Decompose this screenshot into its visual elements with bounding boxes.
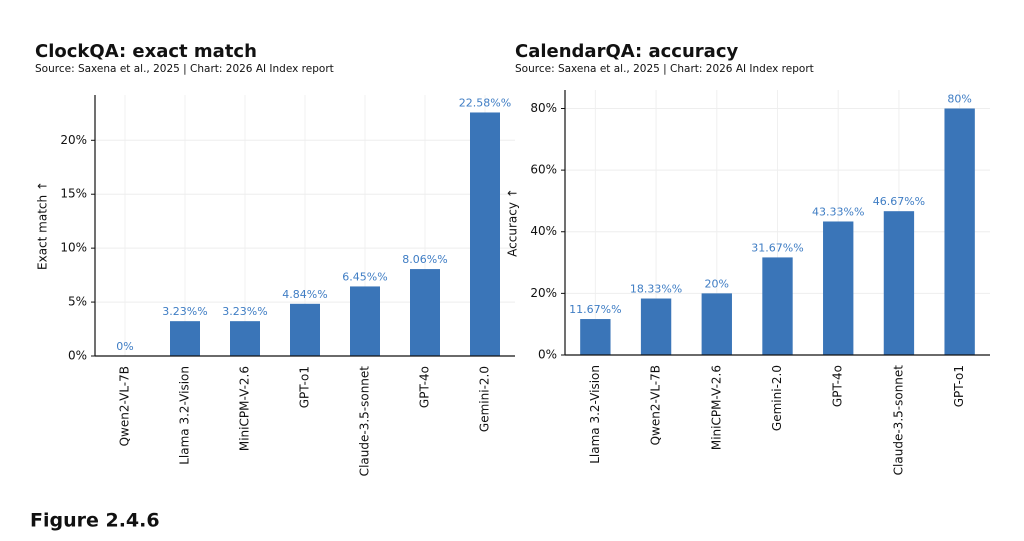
value-label: 11.67%% [569, 303, 621, 316]
value-label: 18.33%% [630, 283, 682, 296]
x-tick-label: Qwen2-VL-7B [118, 366, 132, 446]
bar [701, 293, 732, 355]
x-tick-label: Claude-3.5-sonnet [891, 365, 905, 476]
y-tick-label: 20% [60, 133, 87, 147]
x-tick-label: Llama 3.2-Vision [588, 365, 602, 464]
y-tick-label: 5% [68, 295, 87, 309]
y-tick-label: 40% [530, 224, 557, 238]
x-tick-label: Claude-3.5-sonnet [358, 366, 372, 477]
x-tick-label: MiniCPM-V-2.6 [709, 365, 723, 450]
bar [640, 298, 672, 355]
chart-subtitle: Source: Saxena et al., 2025 | Chart: 202… [515, 63, 814, 75]
value-label: 0% [116, 340, 133, 353]
chart-title: CalendarQA: accuracy [515, 41, 738, 62]
y-tick-label: 10% [60, 241, 87, 255]
value-label: 22.58%% [459, 96, 511, 109]
bar [823, 221, 854, 355]
chart-subtitle: Source: Saxena et al., 2025 | Chart: 202… [35, 63, 334, 75]
value-label: 8.06%% [402, 253, 447, 266]
y-tick-label: 20% [530, 286, 557, 300]
value-label: 31.67%% [751, 241, 803, 254]
x-tick-label: GPT-o1 [952, 365, 966, 407]
value-label: 80% [947, 92, 971, 105]
bar [290, 303, 320, 356]
x-tick-label: GPT-4o [831, 365, 845, 407]
bar [230, 321, 260, 356]
bar [470, 112, 500, 357]
bar [883, 211, 915, 355]
value-label: 46.67%% [873, 195, 925, 208]
value-label: 6.45%% [342, 270, 387, 283]
figure-caption: Figure 2.4.6 [30, 510, 160, 532]
x-tick-label: Qwen2-VL-7B [649, 365, 663, 445]
y-axis-label: Accuracy ↑ [506, 188, 520, 257]
bar [410, 269, 440, 356]
bar [580, 319, 611, 355]
y-tick-label: 80% [530, 101, 557, 115]
bar [170, 321, 200, 356]
bar [762, 257, 793, 355]
x-tick-label: GPT-o1 [298, 366, 312, 408]
value-label: 20% [705, 277, 729, 290]
value-label: 4.84%% [282, 288, 327, 301]
value-label: 3.23%% [222, 305, 267, 318]
y-tick-label: 0% [538, 348, 557, 362]
x-tick-label: Llama 3.2-Vision [178, 366, 192, 465]
bar [944, 108, 975, 355]
y-tick-label: 60% [530, 163, 557, 177]
value-label: 3.23%% [162, 305, 207, 318]
y-tick-label: 0% [68, 349, 87, 363]
x-tick-label: Gemini-2.0 [478, 366, 492, 432]
y-tick-label: 15% [60, 187, 87, 201]
value-label: 43.33%% [812, 205, 864, 218]
x-tick-label: Gemini-2.0 [770, 365, 784, 431]
y-axis-label: Exact match ↑ [36, 181, 50, 270]
bar [350, 286, 380, 356]
chart-title: ClockQA: exact match [35, 41, 257, 62]
x-tick-label: MiniCPM-V-2.6 [238, 366, 252, 451]
x-tick-label: GPT-4o [418, 366, 432, 408]
